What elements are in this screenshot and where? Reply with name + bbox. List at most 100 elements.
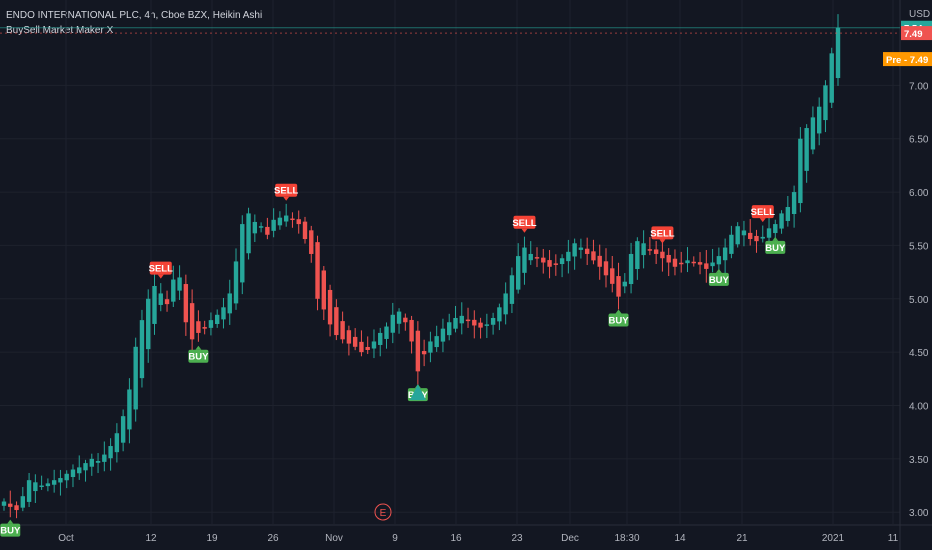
candle-body [120,416,126,443]
candle-body [1,501,7,506]
sell-label: SELL [512,218,536,229]
candle-body [522,247,527,273]
candle-body [26,480,32,502]
candle-body [133,346,138,410]
candle-body [227,293,232,314]
candle-body [823,85,828,121]
candle-body [616,276,621,297]
indicator-name[interactable]: BuySell Market Maker X [6,25,114,36]
signal-pointer [521,228,528,233]
earnings-letter: E [380,508,387,519]
x-tick-label: Dec [561,533,579,544]
candle-body [766,228,772,238]
candle-body [365,346,370,350]
sell-label: SELL [751,207,775,218]
sell-label: SELL [274,186,298,197]
candle-body [20,496,26,508]
candle-body [352,336,358,347]
candle-body [635,241,640,269]
signal-pointer [715,268,722,273]
x-tick-label: 16 [450,533,462,544]
candle-body [233,261,239,304]
buy-label: BUY [709,275,730,286]
candle-body [716,256,722,265]
x-tick-label: 12 [145,533,157,544]
candle-body [8,503,13,507]
candle-body [64,473,69,481]
candle-body [202,327,207,329]
x-tick-label: 18:30 [614,533,639,544]
candle-body [484,324,490,326]
candle-body [89,458,94,467]
candle-body [378,332,383,345]
candle-body [459,315,464,324]
buy-label-box [608,313,629,327]
y-tick-label: 5.00 [909,295,929,306]
candle-body [346,330,352,344]
x-tick-label: 2021 [822,533,845,544]
candle-body [95,460,101,463]
x-tick-label: 26 [267,533,279,544]
candle-body [804,128,809,171]
buy-label: BUY [188,352,209,363]
candle-body [453,317,458,329]
candle-body [246,213,251,254]
sell-label-box [651,226,674,240]
x-tick-label: 9 [392,533,398,544]
candle-body [722,247,728,261]
time-axis[interactable]: Oct 12 19 26 Nov 9 16 23 Dec 18:30 14 21 2021 11 [58,533,898,544]
candle-body [653,249,659,254]
y-tick-label: 4.00 [909,401,929,412]
candle-body [572,243,577,257]
candle-body [108,446,113,459]
candle-body [559,258,565,265]
candle-body [490,317,496,325]
x-tick-label: 11 [888,533,899,544]
candle-body [660,251,665,259]
candle-body [509,275,515,304]
candle-body [578,247,584,250]
candle-body [258,226,264,228]
candle-body [33,482,38,492]
candle-body [628,253,634,285]
sell-label-box [275,183,298,197]
buy-label-box [188,349,209,363]
candle-body [415,330,421,372]
candle-body [146,298,151,350]
candle-body [51,480,57,485]
candle-body [810,117,816,150]
signal-pointer [195,345,202,350]
candle-body [591,251,596,261]
candle-body [321,270,327,310]
earnings-event-marker[interactable]: E [374,503,392,521]
candle-body [208,320,214,328]
candle-body [39,485,44,488]
candle-body [45,483,51,487]
candle-body [14,505,19,511]
candle-body [139,320,145,379]
y-tick-label: 7.00 [909,81,929,92]
candle-body [221,307,226,320]
candle-body [829,53,834,103]
symbol-title[interactable]: ENDO INTERNATIONAL PLC, 4h, Cboe BZX, He… [6,10,263,21]
y-tick-label: 3.50 [909,455,929,466]
candle-body [672,258,678,267]
candle-body [309,230,314,254]
candle-body [271,219,276,231]
candle-body [791,192,797,215]
x-tick-label: 19 [206,533,218,544]
pre-market-text: Pre - 7.49 [886,55,928,66]
candle-body [553,263,559,265]
candle-body [396,311,402,324]
signal-pointer [772,236,779,241]
price-axis[interactable]: USD 7.00 6.50 6.00 5.50 5.00 4.50 4.00 3.50 3.00 [909,9,930,519]
candle-body [384,326,389,339]
candle-body [77,467,82,474]
candle-body [816,106,822,134]
candle-body [171,279,176,302]
y-tick-label: 5.50 [909,241,929,252]
candle-body [465,319,471,322]
buy-label-box [708,272,729,286]
